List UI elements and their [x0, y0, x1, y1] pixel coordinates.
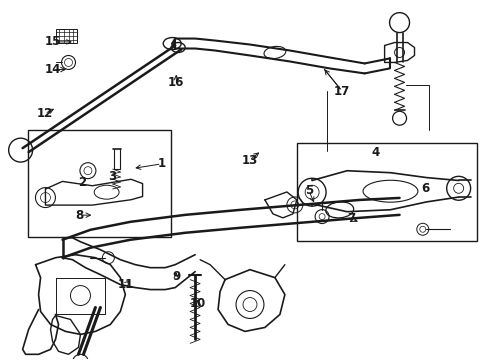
- Text: 14: 14: [45, 63, 61, 76]
- Text: 6: 6: [420, 183, 428, 195]
- Text: 16: 16: [168, 76, 184, 89]
- Bar: [27, 130, 171, 237]
- Text: 4: 4: [370, 145, 379, 158]
- Text: 1: 1: [157, 157, 165, 170]
- Text: 7: 7: [347, 212, 355, 225]
- Text: 12: 12: [37, 107, 53, 120]
- Text: 2: 2: [79, 176, 86, 189]
- Text: 15: 15: [45, 35, 61, 49]
- Text: 8: 8: [76, 209, 83, 222]
- Bar: [297, 143, 476, 241]
- Text: 11: 11: [117, 278, 133, 291]
- Text: 3: 3: [107, 170, 116, 183]
- Text: 10: 10: [190, 297, 206, 310]
- Text: 13: 13: [241, 154, 257, 167]
- Text: 17: 17: [333, 85, 349, 98]
- Bar: [56, 28, 77, 42]
- Text: 5: 5: [304, 184, 312, 197]
- Text: 9: 9: [172, 270, 180, 283]
